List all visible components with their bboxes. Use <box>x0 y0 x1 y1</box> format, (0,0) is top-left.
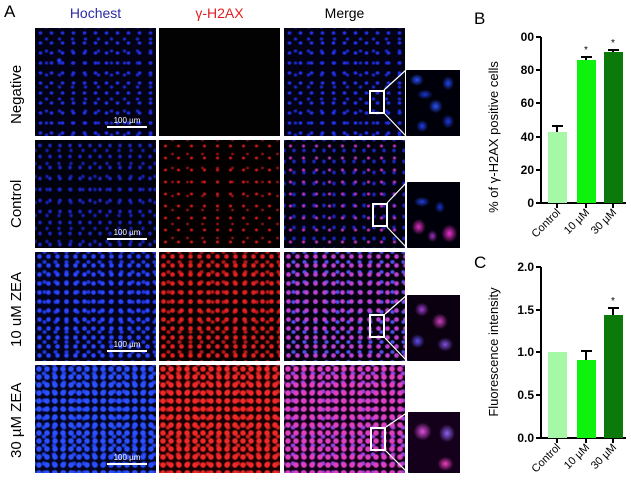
chart-c: Fluorescence intensity 0.0 0.5 1.0 1.5 2… <box>486 260 626 476</box>
column-header-hochest: Hochest <box>69 5 122 21</box>
y-tick: 40 <box>521 130 535 144</box>
image-10um-merge <box>284 252 405 361</box>
x-tick: Control <box>530 442 564 476</box>
significance-marker: * <box>584 45 588 56</box>
image-control-merge <box>284 140 405 248</box>
chart-c-ylabel: Fluorescence intensity <box>486 287 501 417</box>
significance-marker: * <box>611 296 615 307</box>
bar-30um <box>604 315 623 438</box>
image-30um-hochest: 100 µm <box>35 365 156 473</box>
y-tick: 80 <box>521 63 535 77</box>
bar-control <box>548 352 567 438</box>
y-tick: 1.5 <box>517 303 534 317</box>
inset-control-zoom <box>407 182 460 248</box>
bar-10um <box>577 360 596 438</box>
y-tick: 0.0 <box>517 431 534 445</box>
x-tick: 10 µM <box>562 442 592 472</box>
image-10um-gamma-h2ax <box>159 252 280 361</box>
x-tick: 30 µM <box>589 442 619 472</box>
y-tick: 2.0 <box>517 260 534 274</box>
scale-bar: 100 µm <box>107 340 147 352</box>
y-tick: 20 <box>521 163 535 177</box>
y-tick: 1.0 <box>517 345 534 359</box>
zoom-region-box <box>370 427 386 451</box>
panel-label-a: A <box>4 2 16 21</box>
zoom-region-box <box>369 314 385 338</box>
bar-30um <box>604 52 623 203</box>
inset-negative-zoom <box>406 70 460 136</box>
image-30um-merge <box>284 365 405 473</box>
inset-30um-zoom <box>408 412 460 473</box>
chart-b-ylabel: % of γ-H2AX positive cells <box>486 61 501 213</box>
inset-10um-zoom <box>407 295 460 361</box>
image-negative-gamma-h2ax <box>159 28 280 136</box>
chart-b: % of γ-H2AX positive cells 0 20 40 60 80… <box>486 30 626 241</box>
y-tick: 00 <box>521 30 535 44</box>
image-negative-hochest: 100 µm <box>35 28 156 136</box>
bar-control <box>548 132 567 203</box>
x-tick: 30 µM <box>589 207 619 237</box>
zoom-region-box <box>369 90 385 114</box>
y-tick: 60 <box>521 96 535 110</box>
zoom-region-box <box>372 203 388 227</box>
x-tick: 10 µM <box>562 207 592 237</box>
bar-10um <box>577 60 596 203</box>
x-tick: Control <box>530 207 564 241</box>
panel-label-c: C <box>474 253 487 272</box>
image-control-gamma-h2ax <box>159 140 280 248</box>
panel-label-b: B <box>474 9 486 28</box>
image-control-hochest: 100 µm <box>35 140 156 248</box>
scale-bar: 100 µm <box>107 453 147 465</box>
significance-marker: * <box>611 38 615 49</box>
y-tick: 0 <box>527 196 534 210</box>
image-negative-merge <box>284 28 405 136</box>
column-header-merge: Merge <box>324 5 365 21</box>
y-tick: 0.5 <box>517 388 534 402</box>
scale-bar: 100 µm <box>107 116 147 128</box>
image-10um-hochest: 100 µm <box>35 252 156 361</box>
column-header-gamma-h2ax: γ-H2AX <box>195 5 244 21</box>
image-30um-gamma-h2ax <box>159 365 280 473</box>
scale-bar: 100 µm <box>107 228 147 240</box>
